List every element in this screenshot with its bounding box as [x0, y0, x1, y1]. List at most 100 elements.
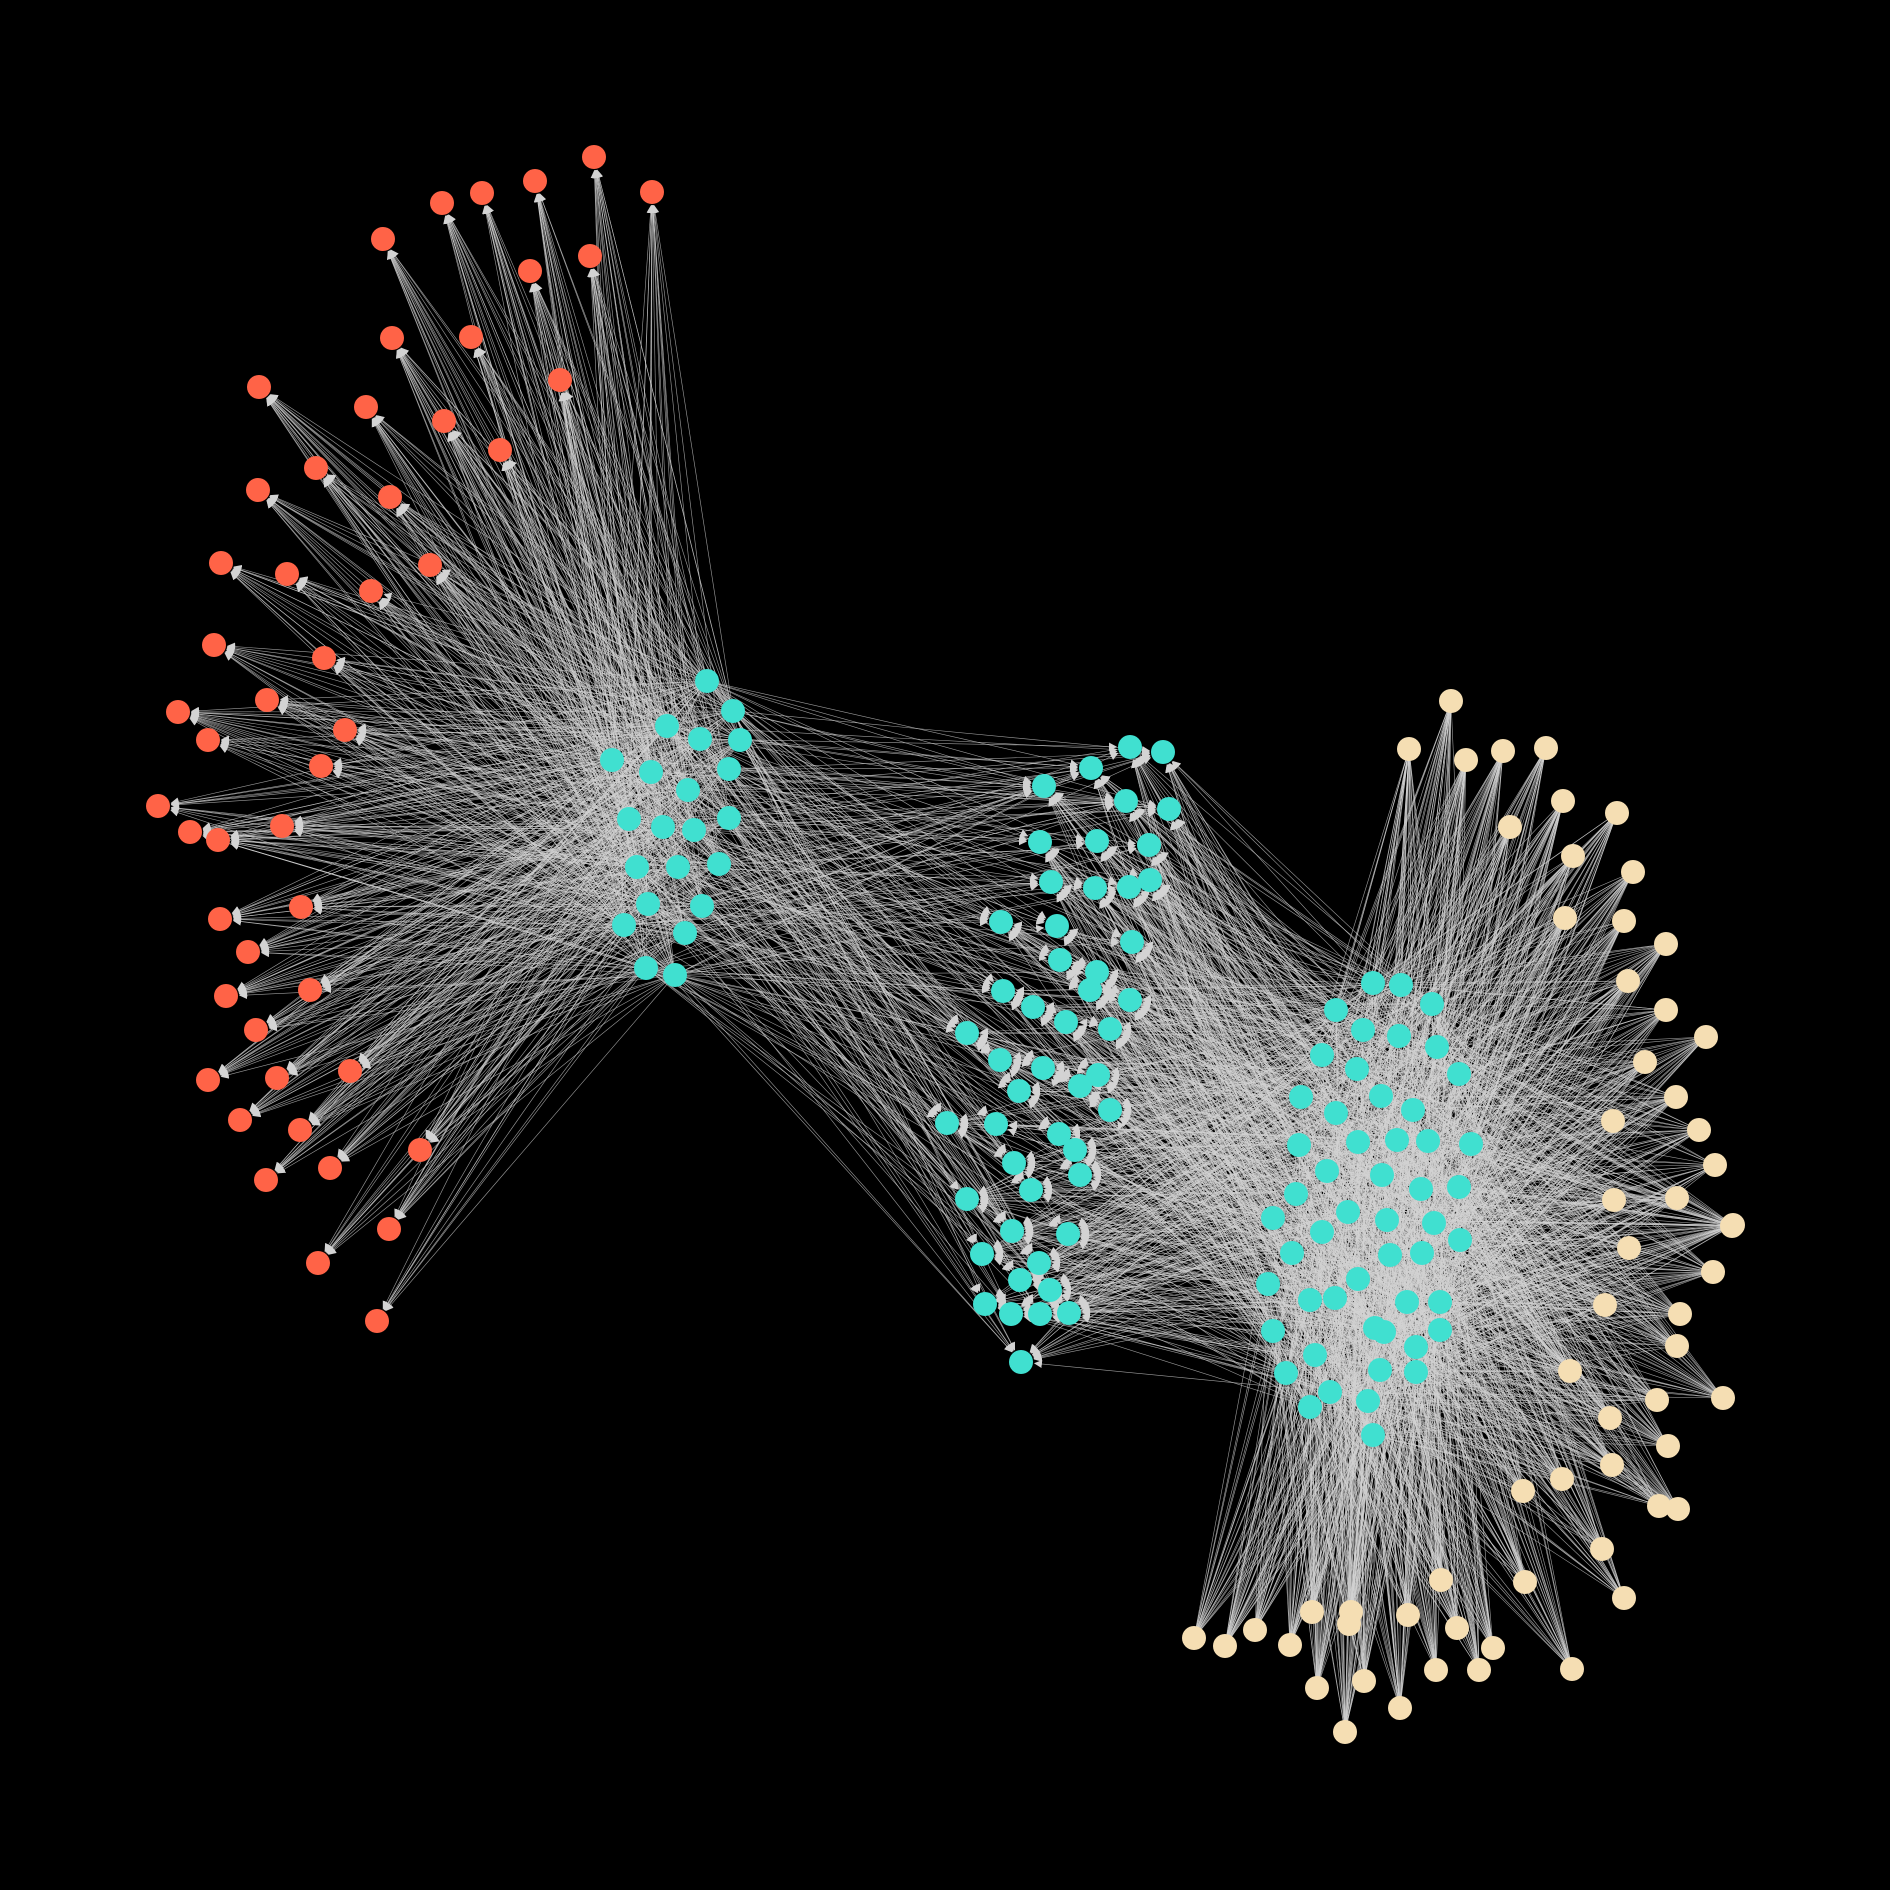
graph-node-turquoise	[688, 727, 712, 751]
graph-edge	[259, 710, 734, 947]
graph-node-red	[304, 456, 328, 480]
graph-edge	[647, 204, 656, 773]
graph-edge	[426, 818, 630, 1140]
graph-node-wheat	[1602, 1188, 1626, 1212]
graph-node-wheat	[1300, 1600, 1324, 1624]
graph-edge	[505, 461, 652, 773]
graph-edge	[397, 349, 638, 868]
graph-edge	[447, 214, 730, 770]
graph-edge	[189, 717, 625, 926]
graph-edge	[202, 832, 625, 926]
graph-node-turquoise	[673, 921, 697, 945]
graph-node-turquoise	[1356, 1389, 1380, 1413]
graph-edge	[440, 572, 730, 770]
graph-edge	[693, 829, 1071, 1167]
graph-edge	[249, 759, 613, 1111]
graph-node-red	[228, 1108, 252, 1132]
graph-edge	[310, 829, 695, 1123]
graph-node-turquoise	[1315, 1159, 1339, 1183]
graph-edge	[427, 738, 701, 1140]
graph-node-wheat	[1601, 1109, 1625, 1133]
graph-node-red	[270, 814, 294, 838]
graph-edge	[677, 866, 1078, 988]
graph-node-wheat	[1654, 998, 1678, 1022]
graph-edge	[383, 739, 741, 1310]
graph-edge	[390, 249, 708, 682]
graph-edge	[728, 768, 1032, 789]
graph-node-wheat	[1429, 1568, 1453, 1592]
graph-edge	[507, 460, 701, 740]
graph-edge	[636, 866, 1078, 989]
graph-edge	[311, 905, 703, 1124]
graph-node-turquoise	[1428, 1290, 1452, 1314]
graph-node-wheat	[1665, 1334, 1689, 1358]
graph-edge	[220, 924, 625, 1077]
edges-layer	[170, 169, 1734, 1733]
graph-edge	[202, 759, 613, 833]
graph-node-turquoise	[728, 728, 752, 752]
graph-edge	[400, 347, 734, 712]
graph-edge	[226, 645, 701, 740]
graph-edge	[309, 818, 630, 1122]
graph-node-wheat	[1481, 1636, 1505, 1660]
graph-node-turquoise	[1287, 1133, 1311, 1157]
graph-node-wheat	[1182, 1626, 1206, 1650]
graph-edge	[279, 697, 668, 727]
graph-edge	[232, 915, 625, 926]
graph-node-turquoise	[970, 1242, 994, 1266]
graph-node-red	[518, 259, 542, 283]
graph-edge	[266, 680, 708, 1023]
graph-edge	[308, 759, 613, 1121]
graph-node-red	[432, 409, 456, 433]
graph-edge	[326, 475, 741, 741]
graph-edge	[326, 475, 701, 740]
graph-edge	[699, 738, 1083, 885]
graph-node-wheat	[1396, 1603, 1420, 1627]
graph-edge	[438, 574, 613, 761]
graph-edge	[728, 768, 1121, 938]
graph-edge	[170, 804, 638, 868]
graph-node-turquoise	[1008, 1268, 1032, 1292]
graph-node-turquoise	[1079, 756, 1103, 780]
graph-node-wheat	[1612, 1586, 1636, 1610]
graph-edge	[190, 707, 734, 716]
graph-edge	[508, 460, 741, 741]
graph-node-turquoise	[1056, 1222, 1080, 1246]
graph-edge	[322, 903, 649, 989]
graph-edge	[650, 204, 730, 819]
graph-node-red	[196, 728, 220, 752]
graph-edge	[324, 478, 638, 868]
graph-node-turquoise	[617, 807, 641, 831]
graph-edge	[326, 829, 695, 1254]
graph-node-red	[338, 1059, 362, 1083]
graph-edge	[357, 710, 734, 733]
graph-edge	[636, 866, 1041, 1281]
graph-node-turquoise	[721, 699, 745, 723]
graph-node-wheat	[1647, 1494, 1671, 1518]
graph-node-wheat	[1694, 1025, 1718, 1049]
graph-node-wheat	[1333, 1720, 1357, 1744]
graph-edge	[313, 906, 676, 976]
graph-edge	[310, 866, 679, 1123]
graph-edge	[190, 712, 630, 820]
graph-edge	[190, 715, 703, 907]
graph-edge	[269, 494, 708, 682]
graph-node-wheat	[1701, 1260, 1725, 1284]
graph-edge	[309, 771, 652, 1121]
graph-node-turquoise	[1120, 930, 1144, 954]
graph-node-wheat	[1424, 1658, 1448, 1682]
graph-edge	[267, 817, 730, 1026]
graph-node-wheat	[1665, 1186, 1689, 1210]
graph-edge	[593, 169, 701, 740]
graph-node-turquoise	[1083, 876, 1107, 900]
graph-edge	[587, 268, 647, 969]
graph-edge	[441, 570, 734, 712]
graph-edge	[220, 967, 647, 1079]
graph-edge	[276, 924, 625, 1173]
graph-node-turquoise	[999, 1302, 1023, 1326]
graph-node-turquoise	[666, 855, 690, 879]
graph-node-wheat	[1397, 737, 1421, 761]
graph-edge	[398, 506, 613, 761]
graph-node-wheat	[1553, 906, 1577, 930]
